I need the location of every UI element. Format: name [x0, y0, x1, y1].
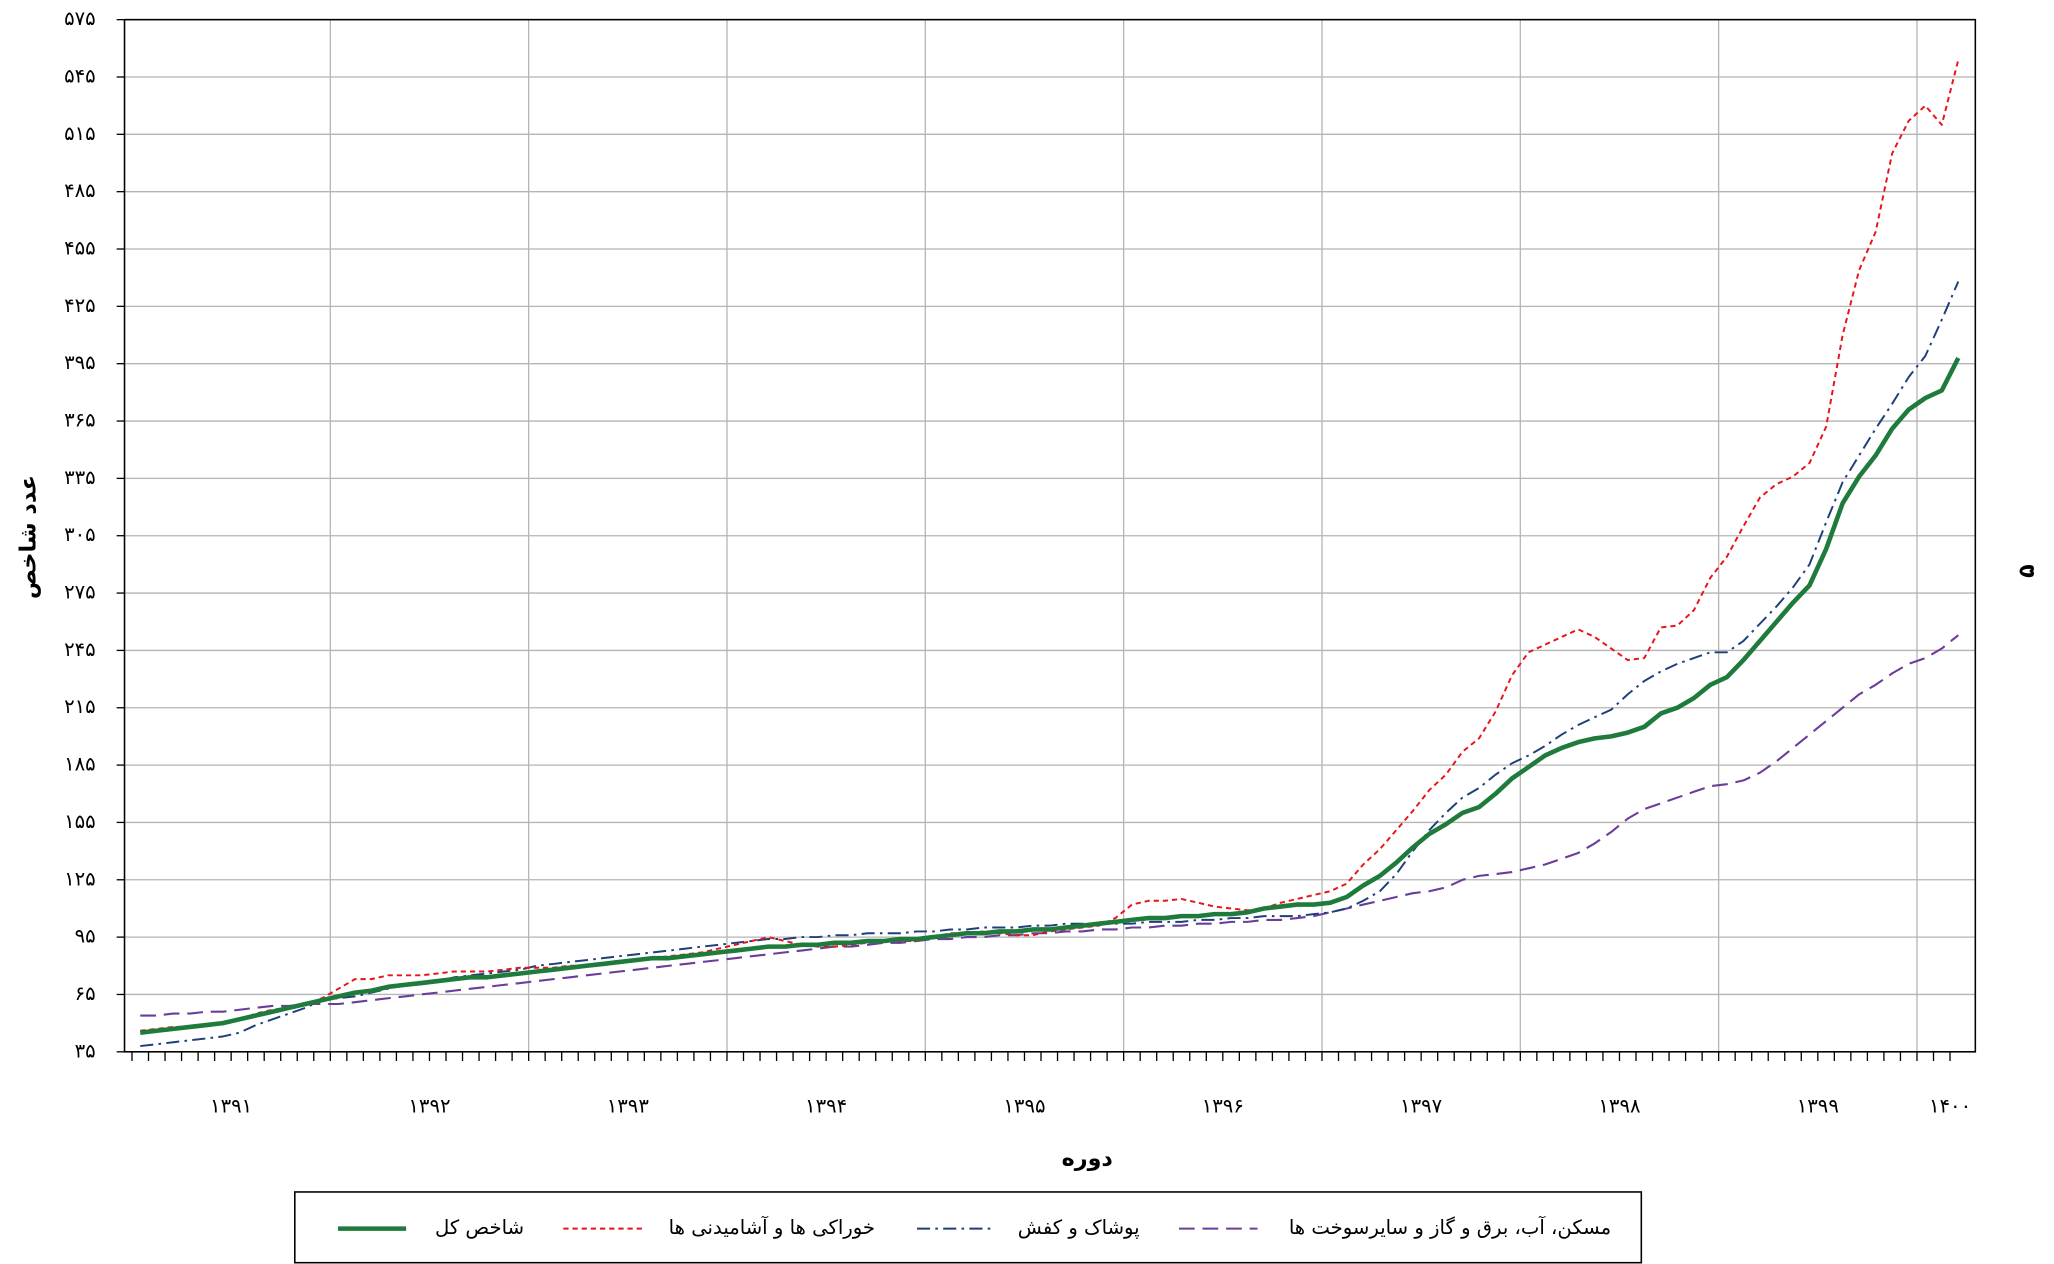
- series-line: [140, 281, 1960, 1048]
- x-tick-label: ۱۳۹۸: [1598, 1094, 1640, 1117]
- y-tick-label: ۲۷۵: [64, 581, 96, 604]
- y-axis-label: عدد شاخص: [15, 475, 41, 599]
- y-tick-label: ۳۰۵: [64, 523, 96, 546]
- y-tick-label: ۳۵: [75, 1039, 96, 1062]
- x-tick-label: ۱۳۹۲: [408, 1094, 450, 1117]
- y-tick-label: ۴۸۵: [64, 179, 96, 202]
- y-tick-label: ۱۵۵: [64, 810, 96, 833]
- plot-frame: [123, 18, 1977, 1053]
- x-tick-label: ۱۳۹۴: [805, 1094, 847, 1117]
- x-tick-label: ۱۳۹۷: [1400, 1094, 1442, 1117]
- y-tick-label: ۴۲۵: [64, 294, 96, 317]
- x-tick-label: ۱۳۹۵: [1003, 1094, 1045, 1117]
- x-tick-label: ۱۳۹۳: [607, 1094, 649, 1117]
- y-tick-label: ۹۵: [75, 925, 96, 948]
- y-tick-label: ۴۵۵: [64, 237, 96, 260]
- y-tick-label: ۶۵: [75, 982, 96, 1005]
- series-line: [140, 634, 1959, 1017]
- legend-label: خوراکی ها و آشامیدنی ها: [669, 1215, 875, 1239]
- y-tick-label: ۵۷۵: [64, 7, 96, 30]
- page-number: ۵: [2014, 564, 2040, 578]
- legend-label: مسکن، آب، برق و گاز و سایرسوخت ها: [1289, 1215, 1611, 1239]
- y-tick-label: ۵۱۵: [64, 122, 96, 145]
- x-tick-label: ۱۳۹۶: [1202, 1094, 1244, 1117]
- y-tick-label: ۵۴۵: [64, 64, 96, 87]
- legend-label: پوشاک و کفش: [1018, 1216, 1140, 1239]
- x-tick-label: ۱۳۹۹: [1797, 1094, 1839, 1117]
- y-tick-label: ۳۶۵: [64, 409, 96, 432]
- x-tick-label: ۱۴۰۰: [1929, 1094, 1971, 1117]
- y-tick-label: ۱۸۵: [64, 753, 96, 776]
- legend-label: شاخص کل: [435, 1216, 524, 1239]
- series-line: [140, 59, 1960, 1032]
- x-axis-label: دوره: [1062, 1146, 1113, 1172]
- series-line: [139, 356, 1961, 1035]
- y-tick-label: ۲۴۵: [64, 638, 96, 661]
- y-tick-label: ۲۱۵: [64, 695, 96, 718]
- legend-box: [294, 1191, 1643, 1264]
- x-tick-label: ۱۳۹۱: [210, 1094, 252, 1117]
- y-tick-label: ۳۳۵: [64, 466, 96, 489]
- y-tick-label: ۱۲۵: [64, 867, 96, 890]
- y-tick-label: ۳۹۵: [64, 351, 96, 374]
